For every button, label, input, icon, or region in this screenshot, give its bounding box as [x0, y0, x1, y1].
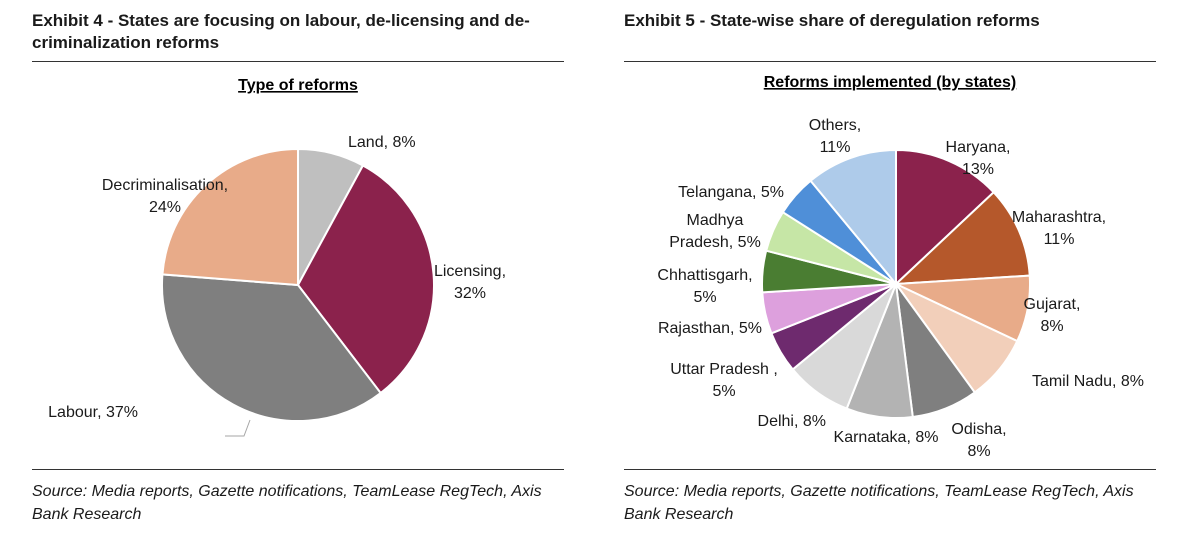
- bottom-divider: [624, 469, 1156, 470]
- pie-slice-labour: [161, 273, 383, 422]
- slice-label-haryana: Haryana, 13%: [946, 139, 1011, 178]
- slice-label-rajasthan: Rajasthan, 5%: [658, 320, 762, 337]
- exhibit-4-panel: Exhibit 4 - States are focusing on labou…: [32, 0, 564, 543]
- top-divider: [32, 61, 564, 62]
- pie-slice-others: [809, 148, 897, 287]
- state-reforms-pie-chart: Reforms implemented (by states) Haryana, 1…: [657, 74, 1144, 460]
- chart-title: Type of reforms: [238, 77, 358, 94]
- slice-label-labour: Labour, 37%: [48, 404, 138, 421]
- slice-label-karnataka: Karnataka, 8%: [834, 429, 939, 446]
- slice-label-odisha: Odisha, 8%: [951, 421, 1006, 460]
- slice-label-licensing: Licensing, 32%: [434, 263, 506, 302]
- exhibit-5-source: Source: Media reports, Gazette notificat…: [624, 483, 1134, 523]
- pie-slice-decriminalisation: [161, 147, 299, 287]
- top-divider: [624, 61, 1156, 62]
- pie-slice-maharashtra: [893, 190, 1031, 286]
- pie-slice-haryana: [895, 148, 996, 287]
- exhibit-4-source: Source: Media reports, Gazette notificat…: [32, 483, 542, 523]
- exhibit-4-heading: Exhibit 4 - States are focusing on labou…: [32, 11, 530, 52]
- reform-type-pie-chart: Type of reforms Land, 8% Licensing, 32% Labo…: [48, 77, 506, 437]
- slice-label-chhattisgarh: Chhattisgarh, 5%: [657, 267, 752, 306]
- slice-label-tamil-nadu: Tamil Nadu, 8%: [1032, 373, 1144, 390]
- leader-line-labour: [225, 419, 251, 437]
- slice-label-gujarat: Gujarat, 8%: [1024, 296, 1081, 335]
- pie-slice-licensing: [296, 164, 435, 395]
- slice-label-decriminalisation: Decriminalisation, 24%: [102, 177, 228, 216]
- slice-label-uttar-pradesh: Uttar Pradesh , 5%: [670, 361, 778, 400]
- slice-label-maharashtra: Maharashtra, 11%: [1012, 209, 1106, 248]
- exhibit-5-heading: Exhibit 5 - State-wise share of deregula…: [624, 11, 1040, 30]
- slice-label-madhya-pradesh: Madhya Pradesh, 5%: [669, 212, 761, 251]
- exhibit-5-panel: Exhibit 5 - State-wise share of deregula…: [624, 0, 1156, 543]
- chart-title: Reforms implemented (by states): [764, 74, 1017, 91]
- slice-label-land: Land, 8%: [348, 134, 416, 151]
- slice-label-delhi: Delhi, 8%: [758, 413, 826, 430]
- slice-label-telangana: Telangana, 5%: [678, 184, 784, 201]
- bottom-divider: [32, 469, 564, 470]
- slice-label-others: Others, 11%: [809, 117, 861, 156]
